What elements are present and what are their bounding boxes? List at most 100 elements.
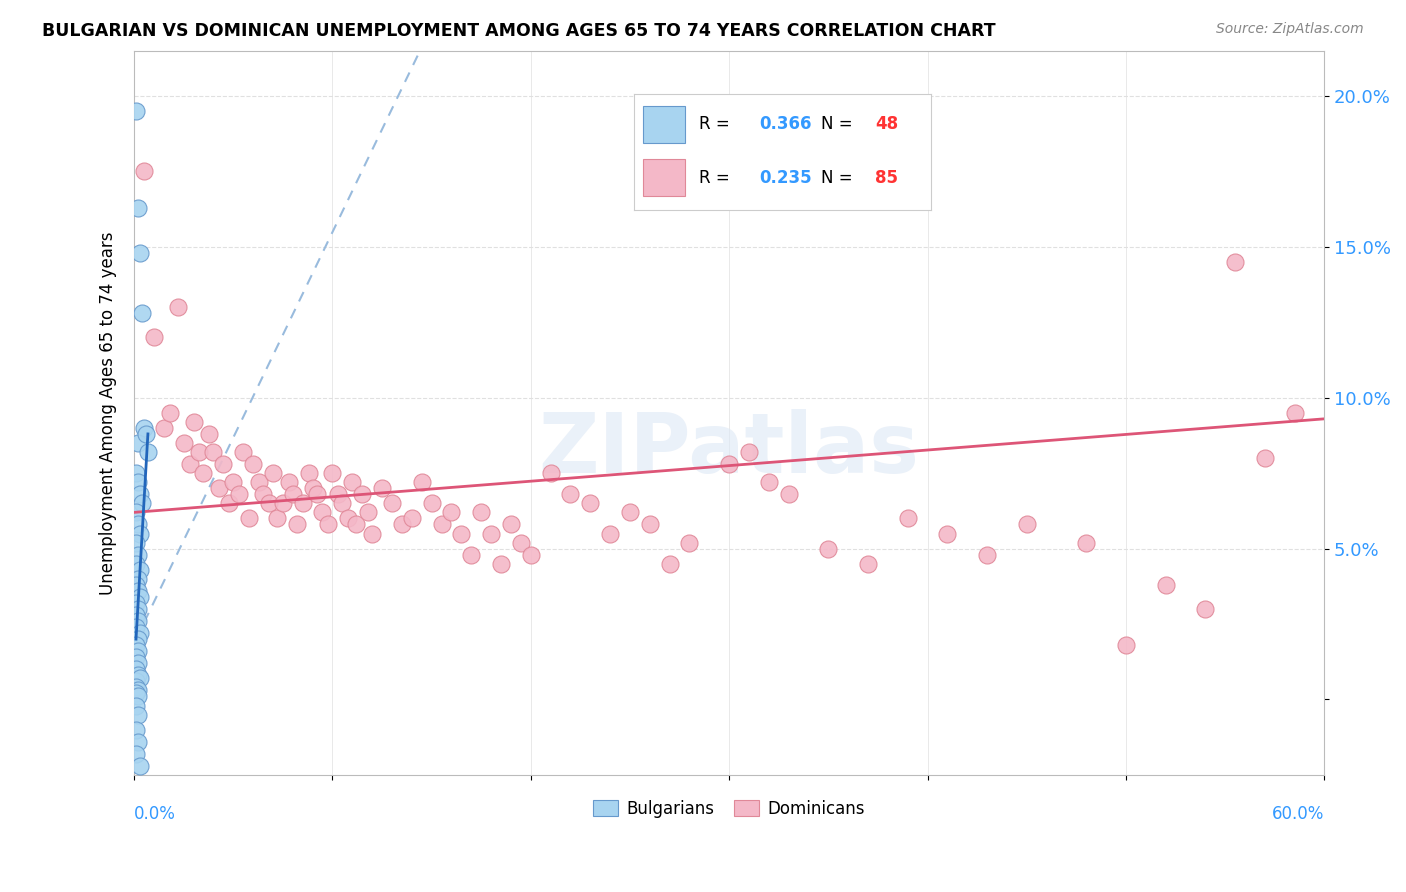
Point xyxy=(125,620,148,634)
Point xyxy=(125,638,148,652)
Point xyxy=(127,583,149,598)
Point xyxy=(247,475,270,490)
Point xyxy=(127,735,149,749)
Point xyxy=(228,487,250,501)
Point xyxy=(638,517,661,532)
Point xyxy=(658,557,681,571)
Point xyxy=(132,421,155,435)
Point xyxy=(758,475,780,490)
Point xyxy=(208,481,231,495)
Point xyxy=(371,481,394,495)
Point xyxy=(285,517,308,532)
Point xyxy=(778,487,800,501)
Point xyxy=(381,496,404,510)
Point xyxy=(129,590,152,604)
Point xyxy=(125,650,148,665)
Point xyxy=(856,557,879,571)
Point xyxy=(127,548,149,562)
Point xyxy=(129,487,152,501)
Text: Source: ZipAtlas.com: Source: ZipAtlas.com xyxy=(1216,22,1364,37)
Point xyxy=(198,426,221,441)
Point xyxy=(342,475,364,490)
Point xyxy=(344,517,367,532)
Point xyxy=(127,657,149,671)
Point xyxy=(499,517,522,532)
Point xyxy=(1223,255,1246,269)
Point xyxy=(1115,638,1137,652)
Point xyxy=(125,698,148,713)
Point xyxy=(391,517,413,532)
Point xyxy=(129,626,152,640)
Text: ZIPatlas: ZIPatlas xyxy=(538,409,920,490)
Point xyxy=(127,475,149,490)
Point xyxy=(271,496,294,510)
Point xyxy=(678,535,700,549)
Y-axis label: Unemployment Among Ages 65 to 74 years: Unemployment Among Ages 65 to 74 years xyxy=(100,231,117,595)
Point xyxy=(1076,535,1098,549)
Point xyxy=(131,306,153,320)
Point xyxy=(238,511,260,525)
Point xyxy=(127,517,149,532)
Point xyxy=(291,496,314,510)
Point xyxy=(1284,406,1306,420)
Point xyxy=(127,690,149,704)
Point xyxy=(1015,517,1038,532)
Point xyxy=(152,421,174,435)
Point xyxy=(460,548,482,562)
Point xyxy=(125,723,148,737)
Point xyxy=(129,759,152,773)
Point xyxy=(125,607,148,622)
Point xyxy=(129,526,152,541)
Point xyxy=(420,496,443,510)
Point xyxy=(262,466,284,480)
Point xyxy=(301,481,323,495)
Point xyxy=(479,526,502,541)
Point xyxy=(183,415,205,429)
Legend: Bulgarians, Dominicans: Bulgarians, Dominicans xyxy=(586,793,872,824)
Point xyxy=(131,496,153,510)
Point xyxy=(127,614,149,628)
Point xyxy=(936,526,959,541)
Point xyxy=(738,445,761,459)
Point xyxy=(173,436,195,450)
Point xyxy=(1254,451,1277,466)
Point xyxy=(127,602,149,616)
Point xyxy=(311,505,333,519)
Point xyxy=(357,505,380,519)
Point xyxy=(125,681,148,695)
Point xyxy=(218,496,240,510)
Point xyxy=(136,445,159,459)
Point xyxy=(188,445,211,459)
Point xyxy=(127,572,149,586)
Point xyxy=(132,164,155,178)
Point xyxy=(277,475,299,490)
Point xyxy=(305,487,328,501)
Point xyxy=(129,563,152,577)
Point xyxy=(337,511,360,525)
Point xyxy=(125,535,148,549)
Point xyxy=(212,457,235,471)
Point xyxy=(976,548,998,562)
Point xyxy=(897,511,920,525)
Point xyxy=(142,330,165,344)
Point xyxy=(125,505,148,519)
Point xyxy=(125,662,148,676)
Point xyxy=(193,466,215,480)
Point xyxy=(127,632,149,647)
Point xyxy=(127,668,149,682)
Point xyxy=(489,557,512,571)
Point xyxy=(281,487,304,501)
Point xyxy=(1194,602,1216,616)
Point xyxy=(509,535,531,549)
Point xyxy=(127,683,149,698)
Text: BULGARIAN VS DOMINICAN UNEMPLOYMENT AMONG AGES 65 TO 74 YEARS CORRELATION CHART: BULGARIAN VS DOMINICAN UNEMPLOYMENT AMON… xyxy=(42,22,995,40)
Point xyxy=(125,557,148,571)
Point xyxy=(430,517,453,532)
Point xyxy=(125,674,148,689)
Point xyxy=(125,103,148,118)
Point xyxy=(125,466,148,480)
Point xyxy=(440,505,463,519)
Point xyxy=(179,457,201,471)
Point xyxy=(127,201,149,215)
Point xyxy=(257,496,280,510)
